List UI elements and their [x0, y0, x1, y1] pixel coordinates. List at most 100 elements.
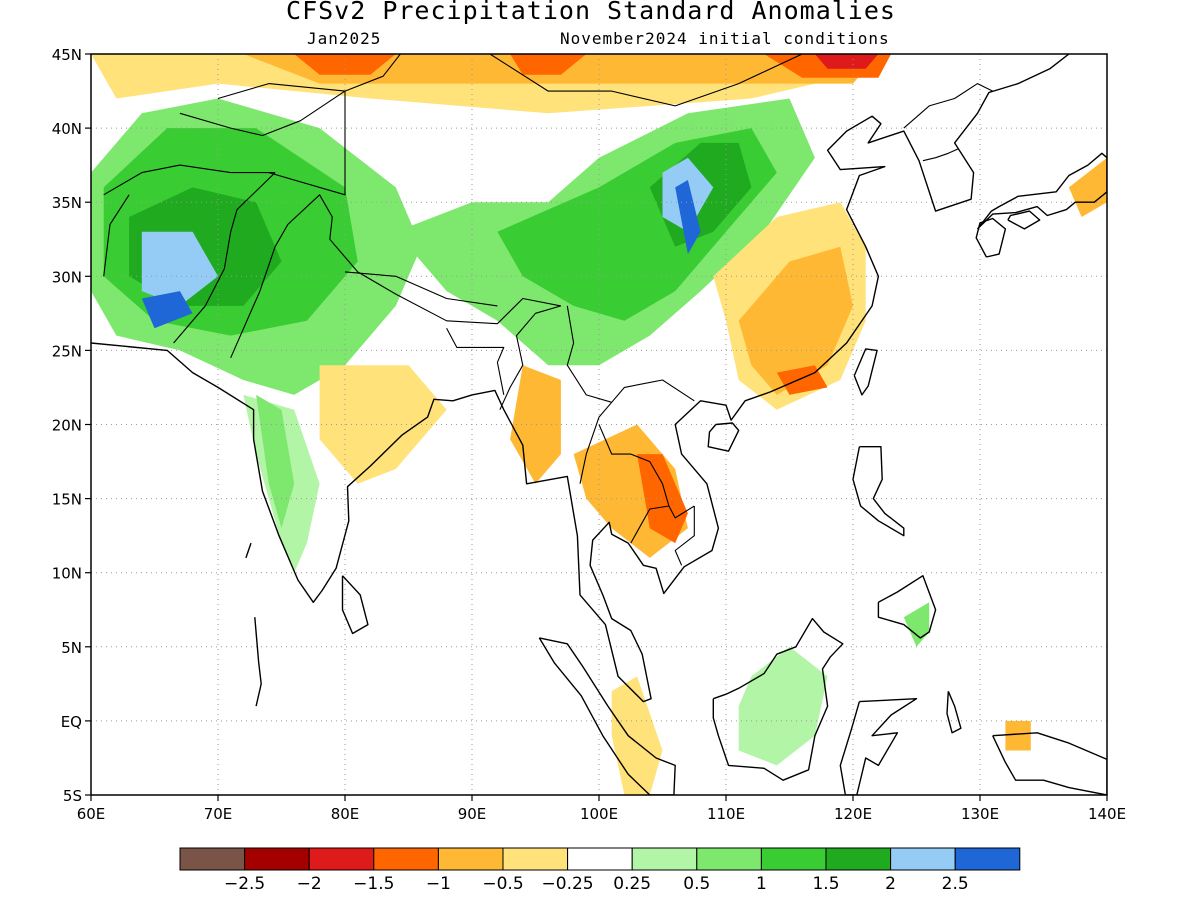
colorbar-swatch: [244, 847, 310, 871]
colorbar-label: 1: [756, 874, 767, 894]
colorbar-swatch: [696, 847, 762, 871]
coastline-11: [976, 152, 1107, 230]
coastline-9: [992, 732, 1107, 795]
border-11: [674, 506, 695, 566]
anomaly-area-30: [1068, 157, 1107, 217]
border-9: [598, 424, 695, 519]
border-16: [903, 83, 994, 129]
lat-tick-label: 15N: [52, 491, 82, 509]
anomaly-area-13: [675, 180, 701, 255]
lat-tick-label: 25N: [52, 342, 82, 360]
colorbar-swatch: [373, 847, 439, 871]
border-7: [499, 305, 562, 410]
border-5: [446, 327, 505, 396]
lat-tick-label: 20N: [52, 417, 82, 435]
lon-tick-label: 120E: [834, 805, 872, 823]
coastline-layer: [91, 54, 1107, 795]
colorbar-swatch: [308, 847, 375, 871]
lon-tick-label: 130E: [961, 805, 999, 823]
colorbar-label: 0.5: [683, 874, 710, 894]
anomaly-area-6: [256, 394, 295, 529]
coastline-14: [254, 617, 262, 707]
anomaly-area-3: [141, 231, 218, 306]
coastline-7: [877, 575, 937, 639]
anomaly-area-29: [1005, 720, 1031, 751]
coastline-5: [712, 617, 844, 781]
colorbar-legend: −2.5 −2 −1.5 −1 −0.5 −0.25 0.25 0.5 1 1.5 2 2.5: [179, 847, 1021, 894]
border-6: [566, 305, 695, 403]
coastline-6: [852, 446, 905, 537]
lon-tick-label: 140E: [1088, 805, 1126, 823]
border-0: [103, 164, 276, 196]
colorbar-label: −2.5: [224, 874, 265, 894]
lat-tick-label: EQ: [61, 713, 82, 731]
anomaly-area-18: [637, 454, 688, 544]
colorbar-label: 0.25: [613, 874, 651, 894]
colorbar-swatch: [437, 847, 504, 871]
border-3: [230, 194, 562, 359]
colorbar-swatch: [631, 847, 698, 871]
colorbar-label: −0.5: [482, 874, 523, 894]
colorbar-swatch: [890, 847, 956, 871]
borders-layer: [103, 54, 994, 566]
colorbar-label: −1: [426, 874, 451, 894]
anomaly-area-27: [738, 646, 828, 766]
lon-tick-label: 110E: [707, 805, 745, 823]
coastline-0: [91, 54, 1070, 703]
anomaly-area-8: [319, 365, 447, 484]
colorbar-label: 2: [885, 874, 896, 894]
border-8: [579, 401, 613, 484]
lat-tick-label: 30N: [52, 268, 82, 286]
lat-tick-label: 5N: [61, 639, 82, 657]
anomaly-area-19: [510, 365, 561, 484]
initial-conditions-label: November2024 initial conditions: [560, 29, 890, 48]
coastline-13: [1007, 210, 1041, 230]
valid-month-label: Jan2025: [307, 29, 382, 48]
anomaly-area-23: [510, 54, 587, 75]
lon-tick-label: 60E: [77, 805, 106, 823]
lon-tick-label: 70E: [204, 805, 233, 823]
colorbar-label: −1.5: [353, 874, 394, 894]
border-4: [344, 271, 498, 307]
border-17: [922, 148, 959, 162]
anomaly-area-25: [814, 54, 879, 69]
colorbar-label: 1.5: [812, 874, 839, 894]
colorbar-swatch: [567, 847, 633, 871]
lon-tick-label: 90E: [458, 805, 487, 823]
lon-tick-label: 80E: [331, 805, 360, 823]
colorbar-label: −2: [297, 874, 322, 894]
lat-tick-label: 10N: [52, 565, 82, 583]
border-10: [630, 505, 669, 544]
colorbar-label: 2.5: [942, 874, 969, 894]
border-13: [217, 54, 402, 100]
anomaly-fill-layer: [91, 54, 1107, 795]
colorbar-swatch: [954, 847, 1021, 871]
border-2: [173, 172, 276, 344]
anomaly-area-15: [738, 246, 853, 395]
lat-tick-label: 5S: [63, 787, 82, 805]
coastline-3: [341, 575, 369, 635]
coastline-10: [946, 691, 962, 734]
lat-tick-label: 45N: [52, 46, 82, 64]
colorbar-swatch: [825, 847, 892, 871]
coastline-1: [707, 422, 740, 452]
border-1: [103, 194, 130, 277]
colorbar-label: −0.25: [542, 874, 594, 894]
anomaly-area-26: [611, 676, 663, 795]
coastline-15: [245, 542, 252, 559]
colorbar-swatch: [179, 847, 246, 871]
lon-tick-label: 100E: [580, 805, 618, 823]
colorbar-swatch: [502, 847, 569, 871]
chart-title: CFSv2 Precipitation Standard Anomalies: [286, 0, 896, 25]
coastline-12: [975, 217, 1007, 258]
anomaly-area-4: [141, 291, 193, 329]
lat-tick-label: 40N: [52, 120, 82, 138]
border-15: [370, 54, 804, 107]
coastline-2: [853, 348, 878, 396]
border-14: [179, 112, 263, 137]
coastline-8: [839, 698, 918, 795]
colorbar-swatch: [760, 847, 827, 871]
lat-tick-label: 35N: [52, 194, 82, 212]
